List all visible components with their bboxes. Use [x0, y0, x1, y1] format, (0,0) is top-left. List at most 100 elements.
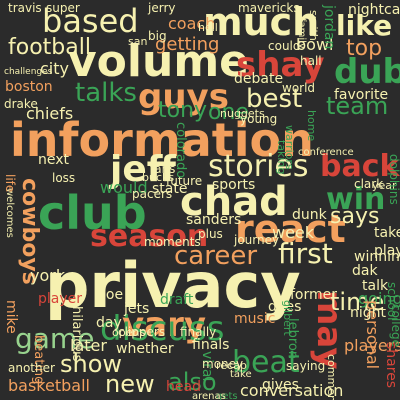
word-hall: hall: [300, 54, 322, 68]
word-privacy: privacy: [45, 249, 301, 322]
word-one: one: [208, 100, 249, 125]
word-mike: mike: [3, 300, 19, 334]
word-does: does: [268, 299, 302, 315]
word-says: says: [330, 204, 380, 229]
word-week: week: [272, 223, 315, 242]
word-comments: comments: [325, 354, 338, 400]
word-draft: draft: [160, 292, 194, 308]
word-journey: journey: [234, 233, 280, 247]
word-play: play: [374, 243, 400, 259]
word-family: family: [296, 18, 307, 49]
word-challenges: challenges: [4, 67, 53, 77]
word-city: city: [40, 59, 69, 78]
word-beating: beating: [31, 335, 46, 385]
word-big: big: [148, 29, 167, 43]
word-life: life: [3, 174, 17, 193]
word-players: players: [344, 336, 400, 355]
word-first: first: [278, 237, 333, 270]
word-smith: smith: [307, 10, 320, 41]
word-day: day: [96, 315, 122, 331]
word-nuggets: nuggets: [220, 107, 265, 120]
word-based: based: [42, 2, 139, 40]
word-sanders: sanders: [186, 212, 242, 228]
word-volume: volume: [68, 36, 250, 87]
word-top: top: [346, 36, 383, 61]
word-jeff: jeff: [110, 149, 176, 190]
word-dunk: dunk: [292, 207, 327, 223]
word-debate: debate: [234, 71, 284, 87]
word-conference: conference: [298, 147, 354, 158]
word-joe: joe: [102, 287, 124, 303]
word-mavericks: mavericks: [238, 1, 300, 15]
word-back: back: [320, 149, 400, 184]
word-opens: opens: [112, 326, 146, 339]
word-travis: travis: [8, 1, 42, 15]
word-tony: tony: [158, 98, 208, 123]
word-react: react: [235, 207, 346, 251]
word-sports: sports: [212, 177, 256, 193]
word-gives: gives: [262, 377, 299, 393]
word-head: head: [166, 379, 201, 395]
word-world: world: [282, 81, 316, 95]
word-clippers: clippers: [118, 325, 166, 339]
word-also: also: [168, 368, 217, 396]
word-chiefs: chiefs: [26, 104, 74, 123]
word-colorado: colorado: [173, 122, 188, 179]
word-another: another: [8, 361, 55, 375]
word-pacers: pacers: [132, 187, 173, 201]
word-basketball: basketball: [8, 376, 90, 395]
word-drake: drake: [4, 97, 38, 111]
word-stories: stories: [208, 149, 309, 184]
word-york: york: [30, 266, 66, 285]
word-vary: vary: [122, 305, 207, 345]
word-team: team: [326, 92, 389, 120]
word-beat: beat: [232, 345, 300, 380]
word-fans: fans: [150, 162, 176, 176]
word-former: former: [290, 287, 338, 303]
word-club: club: [38, 186, 147, 240]
word-taking: taking: [275, 140, 288, 175]
word-young: young: [240, 112, 278, 126]
word-much: much: [203, 0, 320, 44]
word-saying: saying: [286, 359, 326, 373]
word-hell: hell: [198, 21, 218, 34]
word-could: could: [268, 39, 301, 53]
word-take: take: [230, 369, 252, 380]
word-arenas: arenas: [192, 391, 226, 400]
word-guys: guys: [138, 77, 229, 117]
word-recap: recap: [216, 359, 247, 372]
word-time: time: [330, 288, 385, 316]
word-talk: talk: [362, 278, 389, 294]
word-best: best: [246, 84, 303, 114]
word-dolphins: dolphins: [387, 154, 400, 205]
word-player: player: [38, 291, 83, 307]
word-going: going: [358, 289, 400, 308]
word-gets: gets: [216, 391, 238, 400]
word-clark: clark: [354, 177, 384, 191]
word-home: home: [305, 110, 318, 142]
word-finals: finals: [192, 337, 230, 353]
word-boston: boston: [5, 79, 53, 95]
word-future: future: [166, 174, 203, 188]
word-bucks: bucks: [142, 171, 175, 184]
word-money: money: [202, 357, 244, 371]
word-music: music: [234, 311, 276, 327]
word-like: like: [336, 9, 393, 42]
word-new: new: [105, 370, 155, 398]
word-win: win: [326, 182, 386, 217]
word-bowl: bowl: [296, 35, 334, 54]
word-state: state: [152, 181, 188, 197]
word-shares: shares: [383, 342, 399, 389]
word-night: night: [350, 305, 387, 321]
word-welcomes: welcomes: [4, 188, 15, 238]
word-finally: finally: [180, 325, 217, 339]
word-next: next: [38, 152, 70, 168]
word-super: super: [46, 1, 80, 15]
word-jordan: jordan: [321, 5, 337, 50]
word-getting: getting: [155, 34, 220, 55]
word-loss: loss: [52, 171, 76, 185]
word-whether: whether: [116, 341, 174, 357]
word-takes: takes: [374, 225, 400, 241]
